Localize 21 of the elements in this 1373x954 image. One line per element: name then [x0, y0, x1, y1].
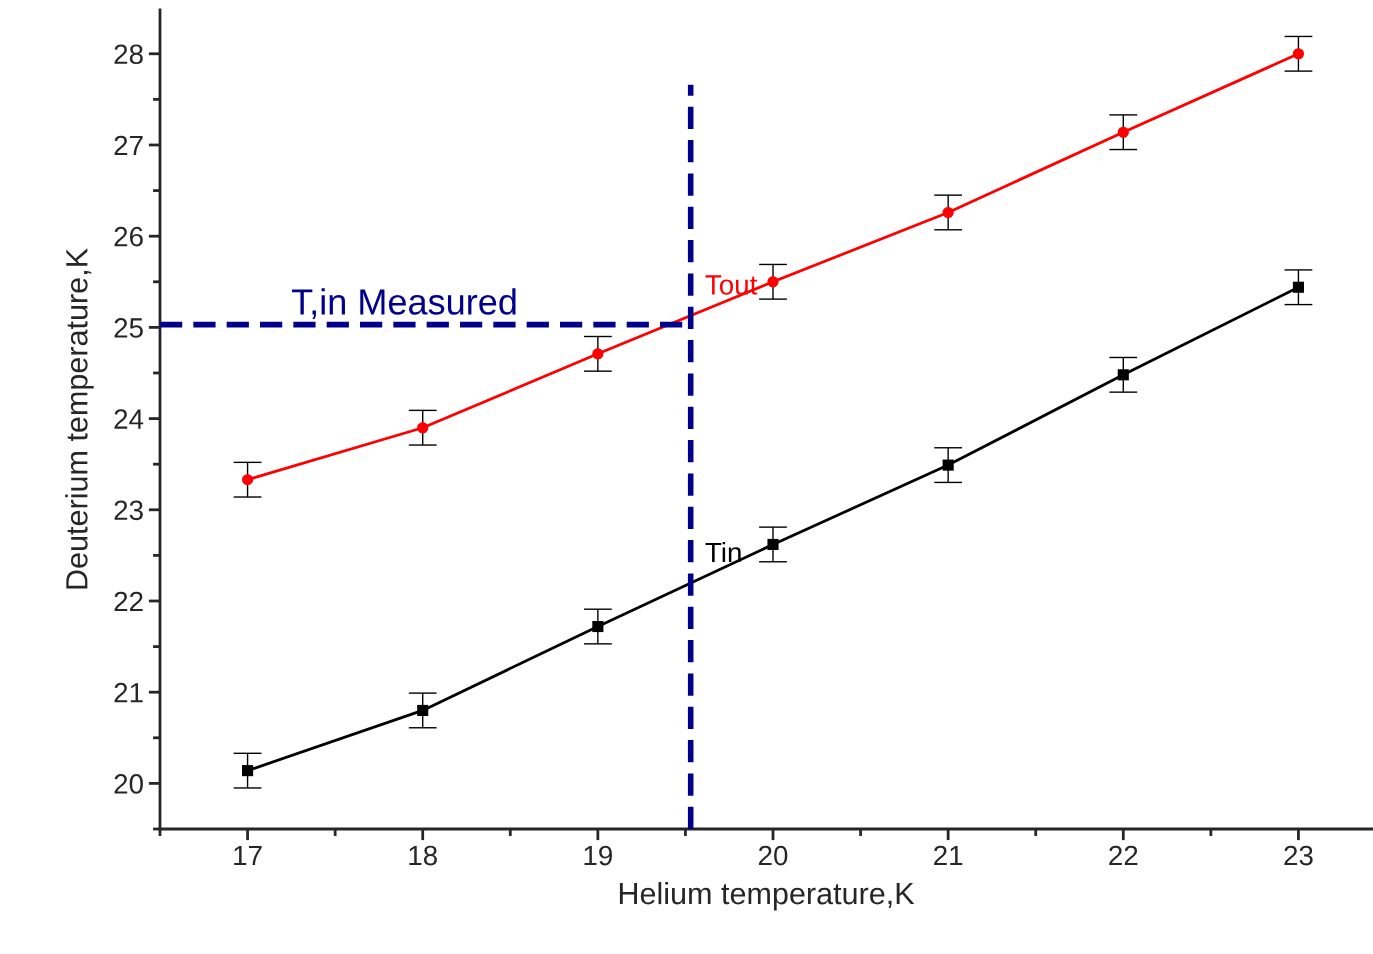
y-tick-label: 22: [114, 591, 143, 612]
series-label: Tin: [705, 541, 741, 563]
x-tick-label: 21: [934, 845, 963, 866]
x-axis-title: Helium temperature,K: [619, 881, 915, 911]
x-tick-label: 23: [1284, 845, 1313, 866]
y-tick-label: 25: [114, 318, 143, 338]
y-tick-label: 27: [114, 135, 143, 156]
y-tick-label: 20: [114, 774, 143, 794]
y-tick-label: 23: [114, 500, 143, 521]
y-tick-label: 21: [114, 682, 143, 703]
series-label: T,in Measured: [291, 288, 516, 319]
y-tick-label: 24: [114, 409, 144, 429]
y-tick-label: 26: [114, 226, 143, 247]
y-axis-title: Deuterium temperature,K: [65, 248, 94, 589]
x-tick-label: 20: [758, 845, 788, 866]
y-tick-label: 28: [114, 44, 143, 65]
x-tick-label: 22: [1109, 845, 1138, 866]
x-tick-label: 18: [409, 845, 437, 866]
x-tick-label: 17: [234, 845, 262, 866]
series-label: Tout: [705, 275, 758, 295]
x-tick-label: 19: [584, 845, 612, 866]
